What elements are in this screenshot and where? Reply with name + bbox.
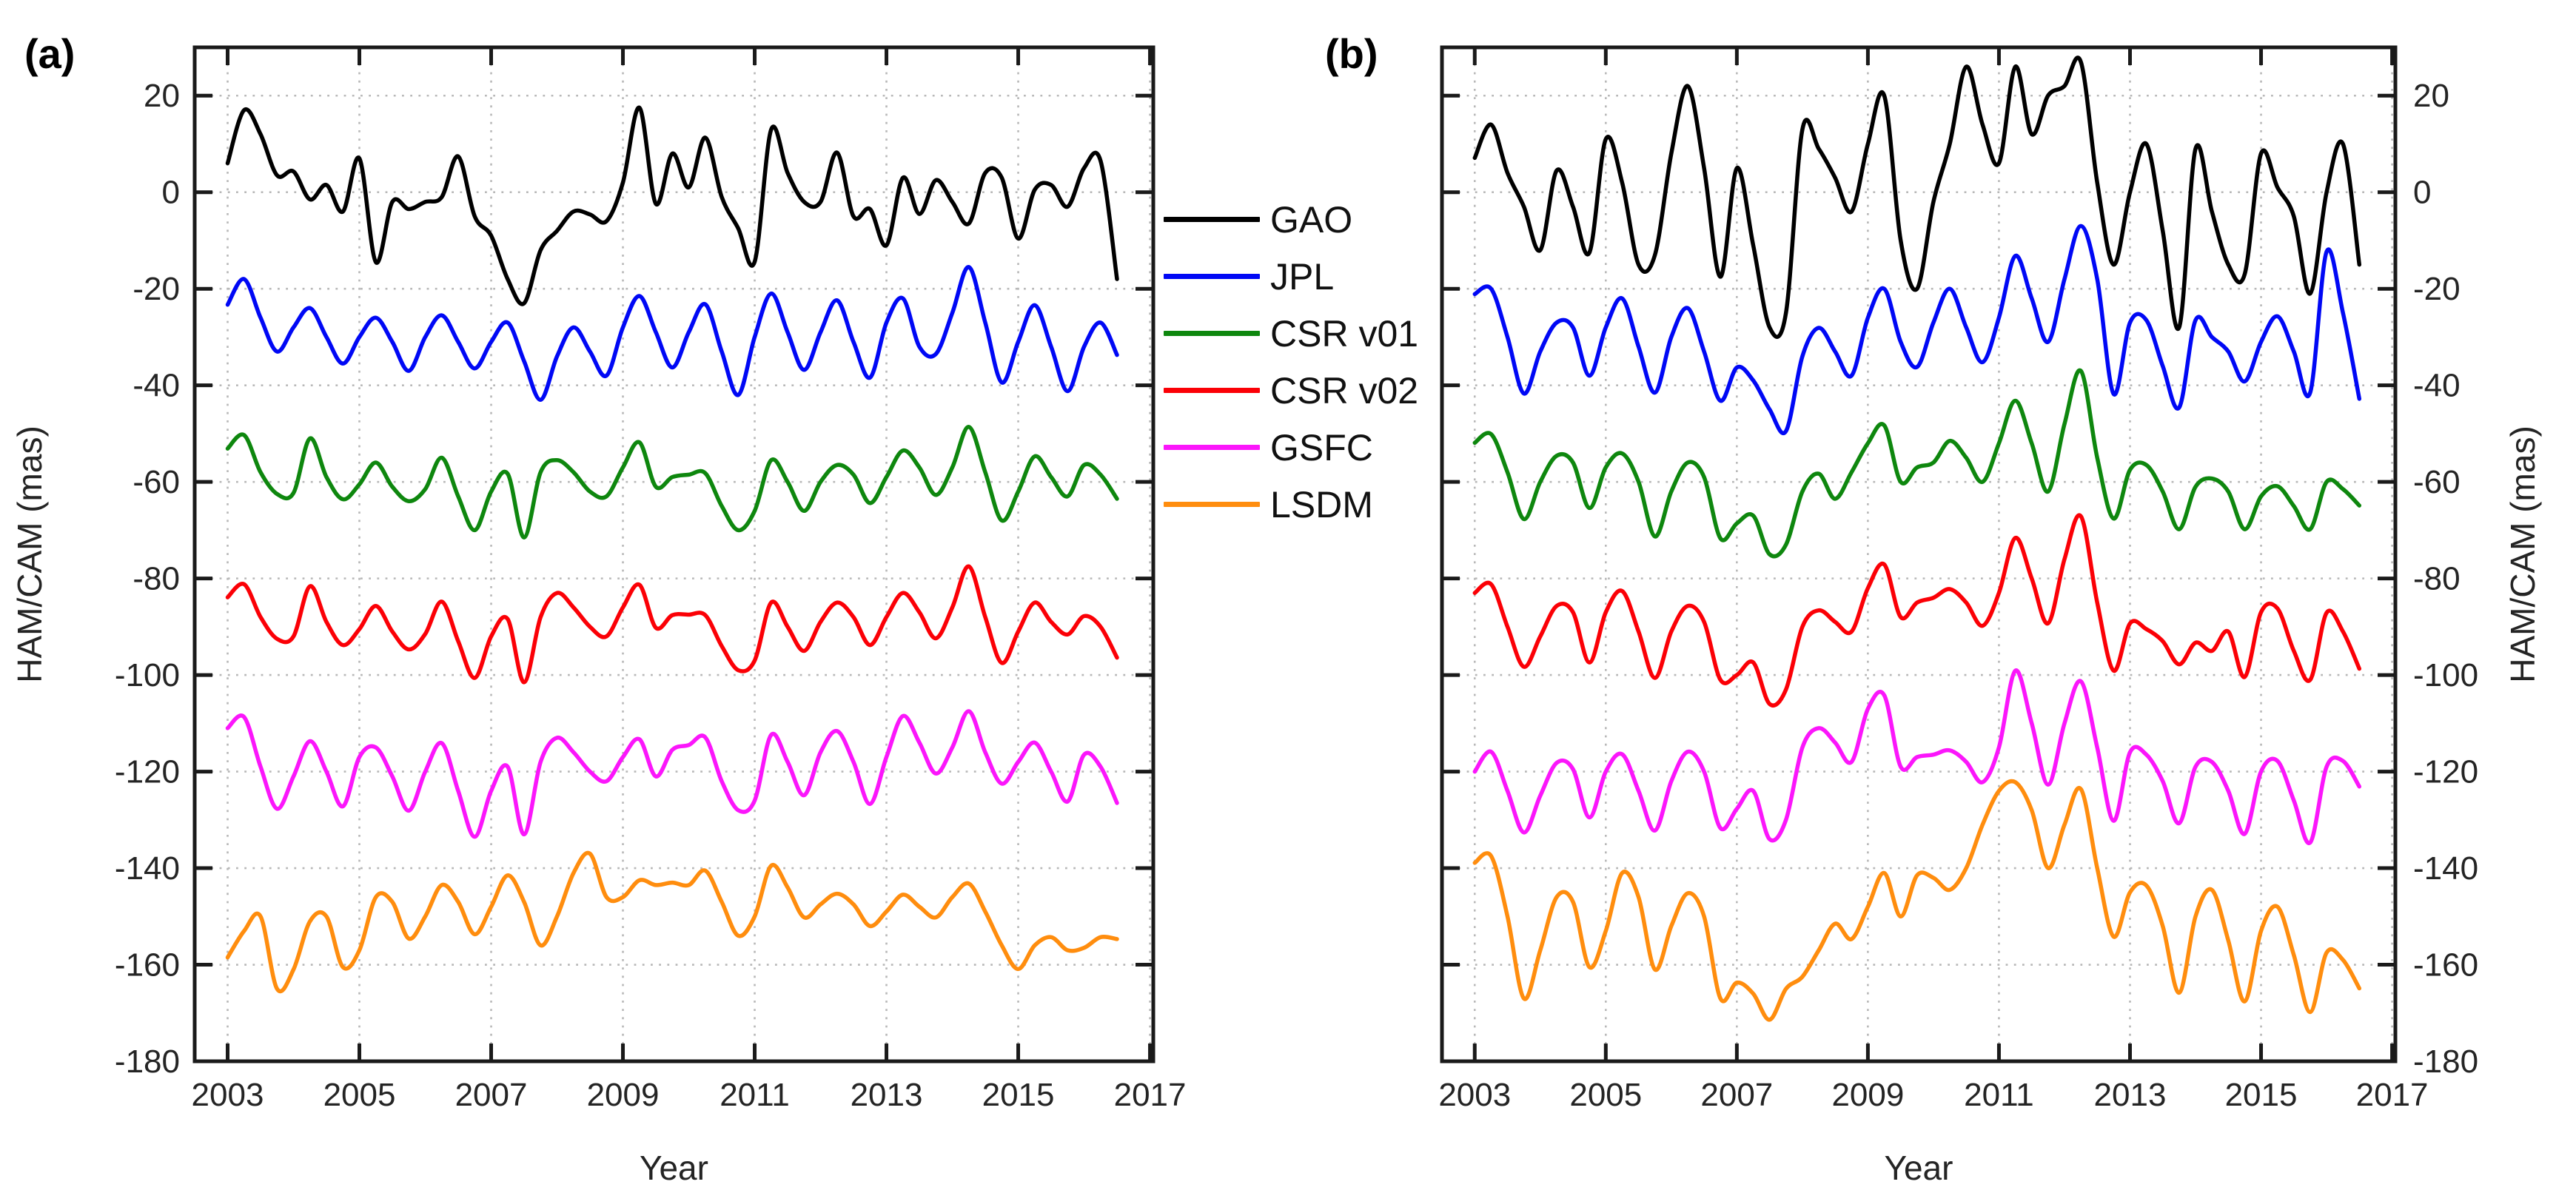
gao-line-swatch — [1164, 217, 1260, 222]
panel-b-xtick-label-2003: 2003 — [1438, 1077, 1511, 1113]
panel-a-series-CSR-v01 — [225, 425, 1119, 540]
gsfc-line-swatch — [1164, 445, 1260, 450]
panel-a-xtick-label-2013: 2013 — [851, 1077, 923, 1113]
panel-a-xtick-label-2003: 2003 — [192, 1077, 264, 1113]
panel-a-ytick-label--80: -80 — [133, 561, 180, 597]
right-yaxis-title: HAM/CAM (mas) — [2503, 426, 2542, 683]
panel-b-label: (b) — [1325, 30, 1378, 77]
panel-b-ytick-label--80: -80 — [2413, 561, 2461, 597]
panel-a-ytick-label--120: -120 — [115, 754, 180, 790]
panel-b-ytick-label--20: -20 — [2413, 271, 2461, 307]
panel-a-ytick-label--40: -40 — [133, 368, 180, 404]
panel-a-series-JPL — [225, 265, 1119, 402]
panel-a-xtick-label-2015: 2015 — [982, 1077, 1055, 1113]
legend-label-csr-v02: CSR v02 — [1270, 369, 1419, 411]
panel-a-axis-box — [192, 45, 1155, 1063]
panel-a-series-LSDM — [225, 850, 1119, 993]
panel-a-xtick-label-2017: 2017 — [1114, 1077, 1187, 1113]
legend-item-gsfc: GSFC — [1164, 419, 1418, 476]
legend-item-csr-v02: CSR v02 — [1164, 362, 1418, 419]
panel-b-ytick-label--140: -140 — [2413, 850, 2478, 887]
panel-a-ytick-label-20: 20 — [144, 78, 180, 114]
legend-item-jpl: JPL — [1164, 248, 1418, 305]
panel-b-ytick-label--180: -180 — [2413, 1044, 2478, 1080]
legend-label-csr-v01: CSR v01 — [1270, 312, 1419, 354]
panel-a-series-GSFC — [225, 709, 1119, 839]
panel-b-series-GSFC — [1472, 668, 2362, 845]
panel-a-series-CSR-v02 — [225, 564, 1119, 685]
panel-a-xtick-label-2005: 2005 — [323, 1077, 396, 1113]
panel-b-xtick-label-2005: 2005 — [1569, 1077, 1642, 1113]
panel-b-xtick-label-2013: 2013 — [2094, 1077, 2167, 1113]
panel-a-xaxis-title: Year — [640, 1149, 708, 1187]
panel-a-ytick-label--60: -60 — [133, 464, 180, 500]
panel-b-xtick-label-2017: 2017 — [2356, 1077, 2429, 1113]
panel-a-xtick-label-2009: 2009 — [587, 1077, 660, 1113]
panel-a-xtick-label-2007: 2007 — [455, 1077, 528, 1113]
panel-a-ytick-label--100: -100 — [115, 657, 180, 693]
panel-b-xaxis-title: Year — [1885, 1149, 1953, 1187]
panel-b-series-LSDM — [1472, 779, 2362, 1022]
panel-b-ytick-label-0: 0 — [2413, 175, 2431, 211]
lsdm-line-swatch — [1164, 502, 1260, 507]
legend-label-gsfc: GSFC — [1270, 426, 1373, 468]
legend: GAO JPL CSR v01 CSR v02 GSFC LSDM — [1164, 191, 1418, 533]
panel-b-ytick-label--100: -100 — [2413, 657, 2478, 693]
panel-b-series-GAO — [1472, 56, 2362, 339]
panel-b-series-CSR-v02 — [1472, 513, 2362, 708]
jpl-line-swatch — [1164, 274, 1260, 279]
panel-b-ytick-label--160: -160 — [2413, 947, 2478, 984]
panel-a-label: (a) — [24, 30, 76, 77]
panel-b-xtick-label-2007: 2007 — [1700, 1077, 1773, 1113]
panel-b-ytick-label--120: -120 — [2413, 754, 2478, 790]
panel-a-xtick-label-2011: 2011 — [720, 1077, 790, 1113]
panel-a-series-GAO — [225, 105, 1119, 306]
panel-b-axis-box — [1440, 45, 2398, 1063]
panel-a-ytick-label--180: -180 — [115, 1044, 180, 1080]
panel-b-ytick-label--40: -40 — [2413, 368, 2461, 404]
left-yaxis-title: HAM/CAM (mas) — [10, 426, 49, 683]
panel-a-ytick-label--160: -160 — [115, 947, 180, 984]
legend-label-jpl: JPL — [1270, 255, 1335, 298]
csr-v01-line-swatch — [1164, 331, 1260, 336]
legend-label-gao: GAO — [1270, 198, 1353, 241]
panel-a-ytick-label--20: -20 — [133, 271, 180, 307]
panel-b-ytick-label--60: -60 — [2413, 464, 2461, 500]
panel-b-ytick-label-20: 20 — [2413, 78, 2449, 114]
panel-b-xtick-label-2011: 2011 — [1964, 1077, 2034, 1113]
legend-label-lsdm: LSDM — [1270, 483, 1373, 525]
legend-item-csr-v01: CSR v01 — [1164, 305, 1418, 362]
panel-a-ytick-label-0: 0 — [162, 175, 180, 211]
panel-b-xtick-label-2015: 2015 — [2225, 1077, 2298, 1113]
legend-item-gao: GAO — [1164, 191, 1418, 248]
panel-b-series-CSR-v01 — [1472, 368, 2362, 559]
panel-b-xtick-label-2009: 2009 — [1831, 1077, 1904, 1113]
panel-b-series-JPL — [1472, 224, 2362, 436]
csr-v02-line-swatch — [1164, 388, 1260, 393]
legend-item-lsdm: LSDM — [1164, 476, 1418, 533]
panel-a-ytick-label--140: -140 — [115, 850, 180, 887]
